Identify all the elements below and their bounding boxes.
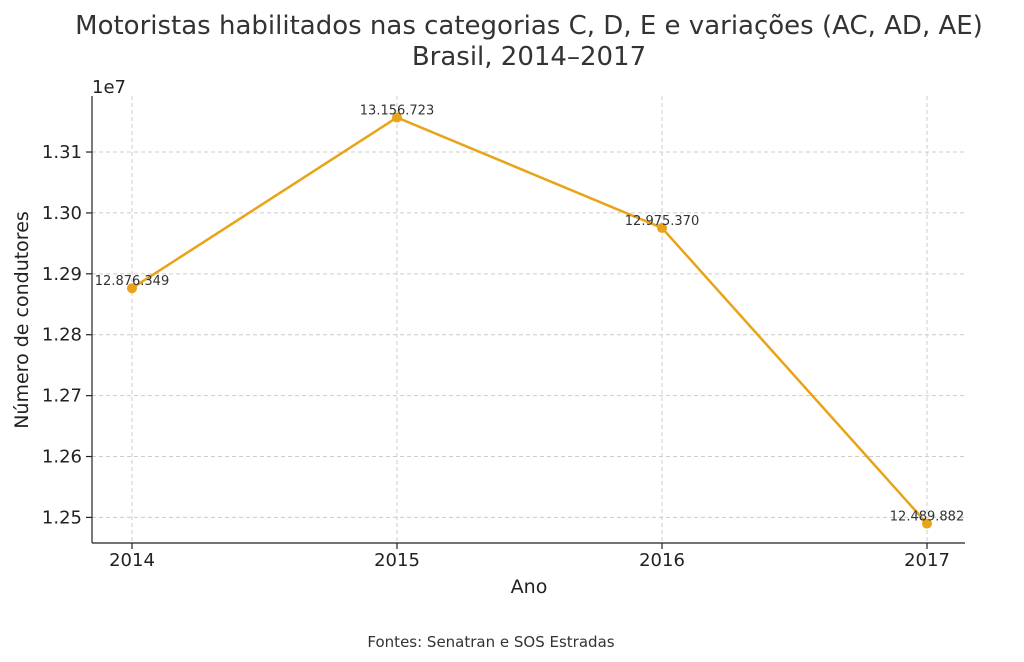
chart-title-line2: Brasil, 2014–2017 [412,42,646,72]
y-tick-label: 1.27 [42,386,82,407]
data-label: 12.876.349 [95,274,169,289]
x-axis-label: Ano [511,576,548,598]
data-point [922,518,932,529]
data-label: 12.489.882 [890,510,964,525]
series-layer: 12.876.349 13.156.723 12.975.370 12.489.882 [95,103,964,529]
axes-layer [91,96,965,544]
y-offset-text: 1e7 [92,77,126,98]
data-point [127,283,137,294]
y-tick-label: 1.26 [42,447,82,468]
x-tick-label: 2017 [904,550,950,571]
series-line [131,116,928,525]
x-tick-label: 2014 [109,550,155,571]
data-label: 13.156.723 [360,103,434,118]
x-tick-label: 2015 [374,550,420,571]
data-label: 12.975.370 [625,214,699,229]
y-tick-label: 1.28 [42,325,82,346]
grid-layer [92,96,965,543]
y-tick-label: 1.31 [42,142,82,163]
ticks-layer: 1.25 1.26 1.27 1.28 1.29 1.30 1.31 2014 2015 2016… [42,142,950,571]
data-point [392,112,402,123]
y-tick-label: 1.25 [42,507,82,528]
chart-title-line1: Motoristas habilitados nas categorias C,… [75,11,983,41]
data-point [657,222,667,233]
source-note: Fontes: Senatran e SOS Estradas [367,633,614,651]
y-tick-label: 1.29 [42,264,82,285]
y-tick-label: 1.30 [42,203,82,224]
x-tick-label: 2016 [639,550,685,571]
y-axis-label: Número de condutores [11,211,33,429]
